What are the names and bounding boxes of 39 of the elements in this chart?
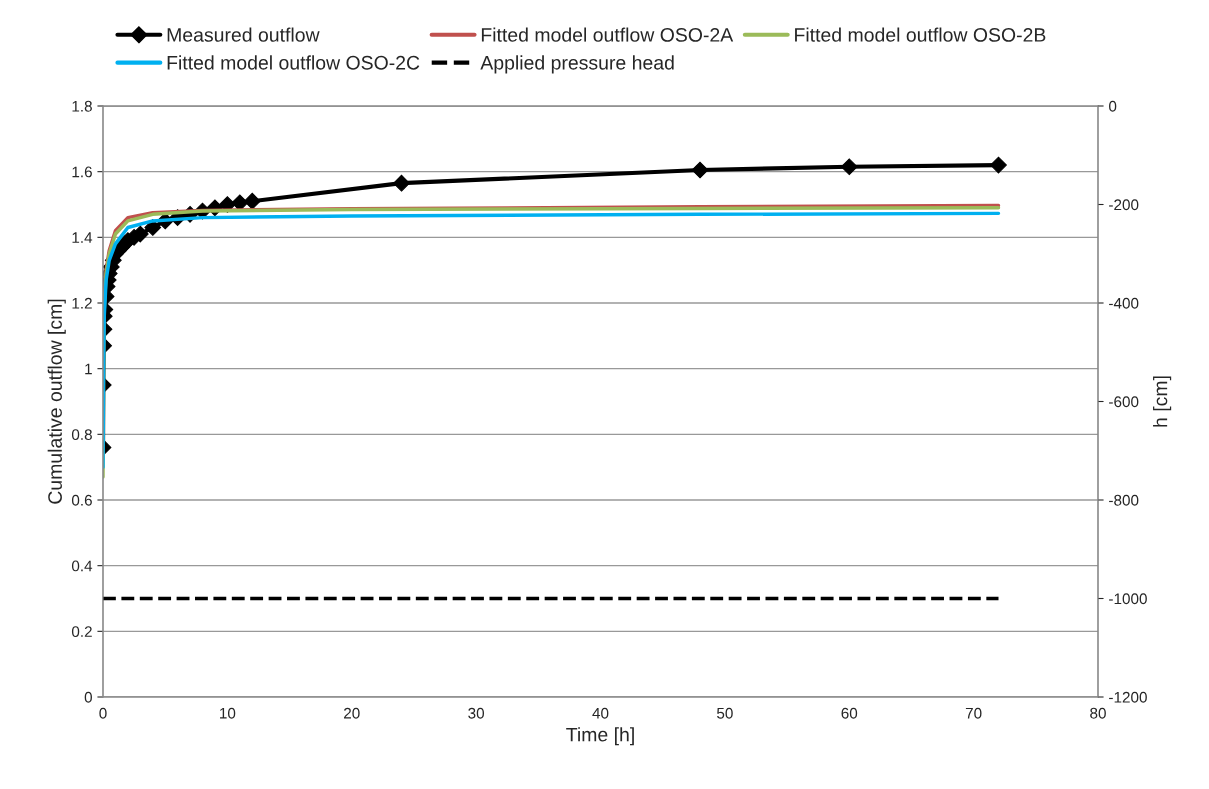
y2-tick-label: -400 bbox=[1109, 297, 1139, 309]
point bbox=[243, 192, 261, 210]
point bbox=[691, 161, 709, 179]
x-tick-label: 30 bbox=[468, 707, 485, 719]
x-tick-label: 0 bbox=[99, 707, 107, 719]
y2-tick-label: -200 bbox=[1109, 199, 1139, 211]
y2-tick-label: -1000 bbox=[1109, 593, 1147, 605]
y-tick-label: 0.4 bbox=[71, 560, 93, 572]
x-tick-label: 10 bbox=[220, 707, 236, 719]
y2-axis-title: h [cm] bbox=[1153, 376, 1172, 427]
x-tick-label: 60 bbox=[841, 707, 858, 719]
y-tick-label: 1.8 bbox=[72, 100, 92, 112]
legend-label: Measured outflow bbox=[167, 27, 320, 42]
y-tick-label: 0.2 bbox=[71, 626, 92, 638]
y-tick-label: 0.8 bbox=[71, 429, 92, 441]
y-axis-title: Cumulative outflow [cm] bbox=[47, 299, 66, 504]
y-tick-label: 1.4 bbox=[72, 232, 93, 243]
y-tick-label: 0 bbox=[84, 691, 92, 703]
legend-label: Fitted model outflow OSO-2C bbox=[167, 55, 420, 70]
legend-label: Fitted model outflow OSO-2A bbox=[481, 27, 734, 42]
x-axis-title: Time [h] bbox=[566, 727, 634, 746]
point bbox=[990, 156, 1007, 174]
y2-tick-label: -600 bbox=[1109, 396, 1139, 408]
y2-tick-label: -1200 bbox=[1109, 691, 1147, 703]
x-tick-label: 50 bbox=[716, 707, 733, 719]
x-tick-label: 20 bbox=[344, 707, 360, 719]
y-tick-label: 1.6 bbox=[72, 166, 92, 178]
x-tick-label: 70 bbox=[965, 707, 982, 719]
y2-tick-label: 0 bbox=[1109, 100, 1117, 112]
point bbox=[393, 174, 410, 192]
x-tick-label: 80 bbox=[1090, 707, 1106, 719]
legend-label: Fitted model outflow OSO-2B bbox=[795, 27, 1046, 42]
x-tick-label: 40 bbox=[592, 707, 609, 719]
y-tick-label: 1 bbox=[85, 363, 92, 375]
point bbox=[840, 158, 858, 176]
y2-tick-label: -800 bbox=[1109, 494, 1139, 506]
y-tick-label: 0.6 bbox=[71, 494, 92, 506]
legend-label: Applied pressure head bbox=[480, 55, 674, 74]
y-tick-label: 1.2 bbox=[72, 297, 92, 309]
